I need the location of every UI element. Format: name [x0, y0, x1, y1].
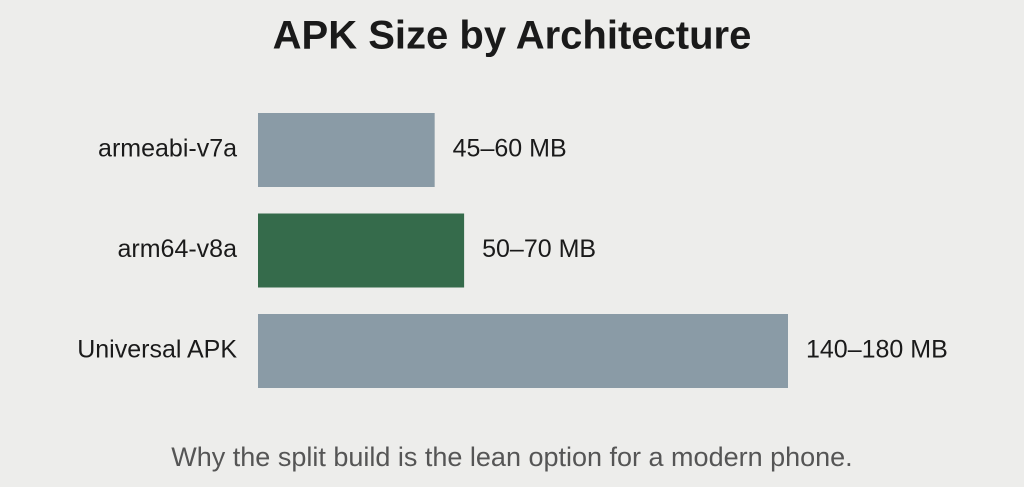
bar — [258, 314, 788, 388]
category-label: Universal APK — [77, 336, 237, 364]
category-label: armeabi-v7a — [98, 135, 237, 163]
caption: Why the split build is the lean option f… — [171, 442, 852, 472]
bar — [258, 213, 465, 288]
value-label: 140–180 MB — [806, 336, 948, 364]
chart-title: APK Size by Architecture — [273, 14, 752, 58]
value-label: 45–60 MB — [453, 135, 567, 163]
category-label: arm64-v8a — [118, 235, 238, 263]
bar — [258, 113, 435, 187]
value-label: 50–70 MB — [482, 235, 596, 263]
